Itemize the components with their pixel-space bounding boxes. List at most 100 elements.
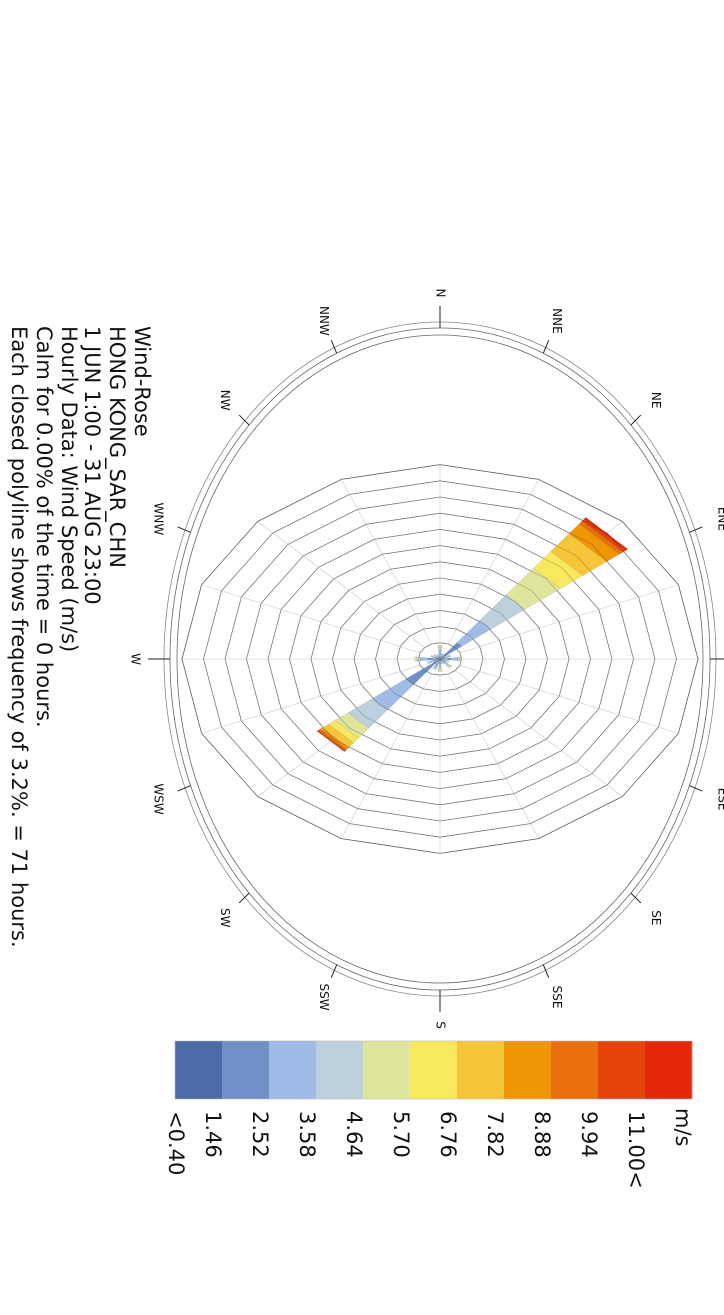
legend-swatch <box>175 1041 223 1099</box>
direction-label: NW <box>218 390 232 411</box>
direction-label: ENE <box>715 507 724 531</box>
legend-swatch <box>222 1041 270 1099</box>
direction-label: S <box>434 1021 448 1029</box>
petal-segment <box>437 644 443 647</box>
petal-n <box>437 644 443 660</box>
petal-segment <box>405 662 435 685</box>
legend-label: 2.52 <box>248 1111 272 1158</box>
petal-wsw <box>426 658 441 665</box>
direction-tick <box>330 340 338 354</box>
direction-spoke <box>447 479 539 645</box>
legend-swatch <box>551 1041 599 1099</box>
petal-segment <box>433 653 436 656</box>
legend-label: 9.94 <box>577 1111 601 1158</box>
legend-label: 7.82 <box>483 1111 507 1158</box>
frequency-ring-overlay <box>396 626 484 692</box>
legend-swatch <box>645 1041 693 1099</box>
petal-ese <box>439 658 450 663</box>
direction-label: SE <box>649 910 663 925</box>
direction-spoke <box>341 673 433 839</box>
direction-label: SW <box>218 908 232 928</box>
petal-ne <box>439 517 629 660</box>
petal-segment <box>437 657 441 660</box>
petal-segment <box>432 666 438 670</box>
direction-tick <box>330 964 338 978</box>
direction-spoke <box>459 664 679 734</box>
direction-label: SSW <box>317 984 331 1011</box>
legend-label: <0.40 <box>164 1111 188 1175</box>
legend-swatch <box>457 1041 505 1099</box>
petal-segment <box>459 656 462 662</box>
direction-label: NNW <box>317 306 331 336</box>
frequency-ring-overlay <box>246 512 634 806</box>
direction-label: SSE <box>550 986 564 1009</box>
info-line: Calm for 0.00% of the time = 0 hours. <box>32 326 56 728</box>
legend-label: 8.88 <box>530 1111 554 1158</box>
legend-label: 5.70 <box>389 1111 413 1158</box>
direction-spoke <box>447 673 539 839</box>
legend-swatch <box>410 1041 458 1099</box>
info-line: HONG KONG_SAR_CHN <box>104 326 129 568</box>
chart-title: Wind-Rose <box>130 326 154 437</box>
petal-nne <box>439 652 445 660</box>
info-line: 1 JUN 1:00 - 31 AUG 23:00 <box>80 326 104 605</box>
frequency-ring-overlay <box>181 464 699 854</box>
petal-sw <box>316 658 441 753</box>
direction-label: N <box>434 289 448 298</box>
direction-tick <box>238 892 250 904</box>
direction-tick <box>177 526 191 533</box>
direction-spoke <box>341 479 433 645</box>
petal-w <box>414 656 441 662</box>
petal-ssw <box>432 658 441 670</box>
frequency-ring-overlay <box>375 610 505 708</box>
direction-label: NE <box>649 392 663 409</box>
wind-rose-plot: NNNENEENEEESESESSESSSWSWWSWWWNWNWNNW <box>129 289 724 1029</box>
petal-segment <box>420 656 429 662</box>
petal-segment <box>446 660 450 663</box>
petal-segment <box>430 654 434 658</box>
legend-frame <box>174 1040 693 1100</box>
legend-unit: m/s <box>671 1108 695 1146</box>
petal-segment <box>450 657 458 661</box>
petal-wnw <box>430 654 441 660</box>
petal-sse <box>439 658 445 665</box>
direction-tick <box>630 414 642 426</box>
petal-segment <box>583 517 629 551</box>
petal-segment <box>438 649 442 654</box>
direction-tick <box>542 340 550 354</box>
legend-label: 6.76 <box>436 1111 460 1158</box>
petal-segment <box>437 670 443 672</box>
legend-label: 4.64 <box>342 1111 366 1158</box>
frequency-ring-overlay <box>418 642 462 676</box>
direction-label: NNE <box>550 308 564 334</box>
petal-segment <box>438 666 442 669</box>
legend-swatch <box>598 1041 646 1099</box>
petal-segment <box>439 658 443 661</box>
frequency-ring-overlay <box>289 545 591 773</box>
petal-segment <box>443 657 451 661</box>
petal-s <box>437 658 443 672</box>
direction-tick <box>542 964 550 978</box>
legend-swatch <box>363 1041 411 1099</box>
legend-swatch <box>269 1041 317 1099</box>
direction-spoke <box>459 584 679 654</box>
petal-segment <box>414 656 417 662</box>
info-line: Each closed polyline shows frequency of … <box>7 326 31 948</box>
direction-tick <box>238 414 250 426</box>
direction-label: WNW <box>152 503 166 536</box>
direction-label: WSW <box>152 783 166 814</box>
petal-segment <box>432 658 441 665</box>
legend-label: 1.46 <box>201 1111 225 1158</box>
frequency-ring-overlay <box>332 577 548 741</box>
direction-label: ESE <box>715 788 724 811</box>
petal-segment <box>438 660 442 664</box>
petal-e <box>439 656 462 662</box>
petal-segment <box>438 653 442 657</box>
color-legend: <0.40 1.46 2.52 3.58 4.64 5.70 6.76 7.82 8.88 9.9… <box>164 1040 695 1189</box>
direction-spoke <box>257 521 425 648</box>
direction-tick <box>689 526 703 533</box>
direction-label: W <box>129 653 143 665</box>
petal-ene <box>439 654 452 660</box>
